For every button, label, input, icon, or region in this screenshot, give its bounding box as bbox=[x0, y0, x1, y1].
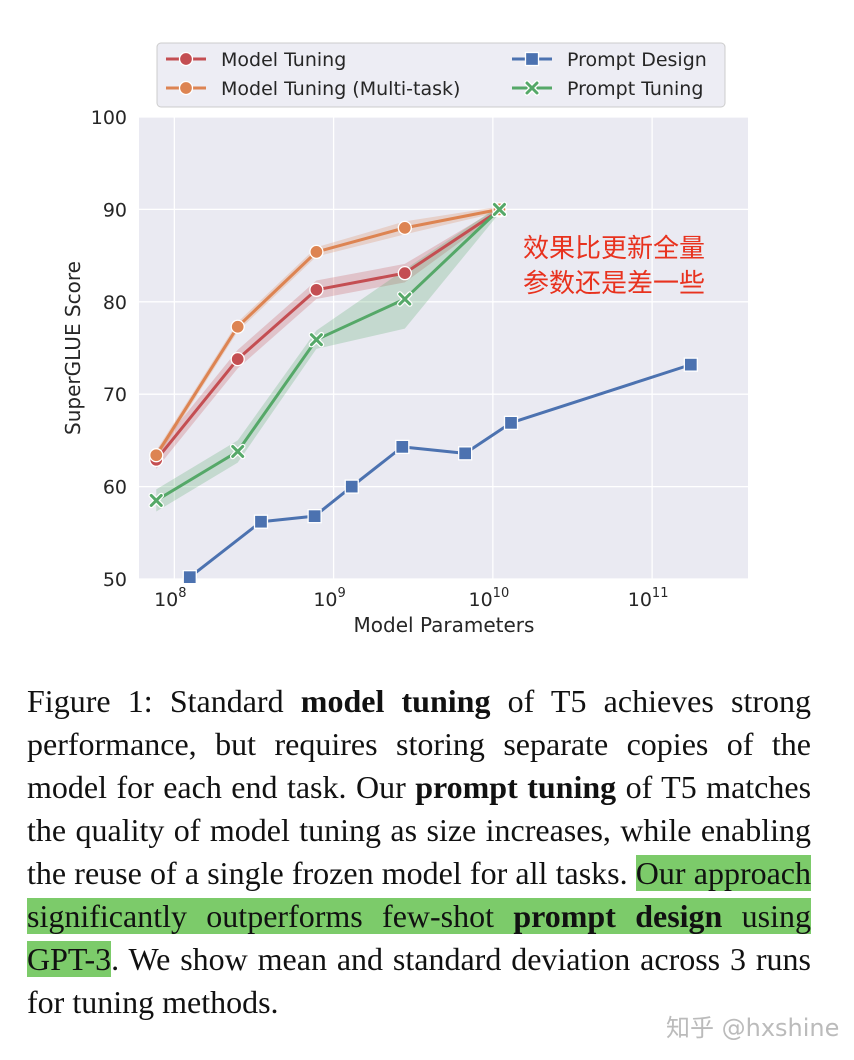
model-tuning-multi-task-point bbox=[309, 244, 324, 260]
model-tuning-band bbox=[156, 207, 500, 470]
grid bbox=[139, 116, 748, 580]
prompt-tuning-point bbox=[308, 331, 325, 348]
legend-marker-model-tuning-multi-task bbox=[178, 80, 194, 96]
legend-label-model-tuning-multi-task: Model Tuning (Multi-task) bbox=[221, 78, 460, 100]
model-tuning-point bbox=[230, 351, 245, 367]
y-tick-label: 80 bbox=[103, 292, 127, 314]
prompt-design-point bbox=[307, 509, 322, 524]
x-tick-exponent: 9 bbox=[338, 586, 346, 601]
x-tick-base: 10 bbox=[468, 589, 492, 611]
x-tick-label: 109 bbox=[313, 586, 345, 611]
x-axis-label: Model Parameters bbox=[354, 613, 535, 637]
prompt-design-point bbox=[344, 479, 359, 494]
y-tick-label: 60 bbox=[103, 477, 127, 499]
figure-caption: Figure 1: Standard model tuning of T5 ac… bbox=[27, 680, 811, 1024]
prompt-design-point bbox=[458, 446, 473, 461]
x-tick-base: 10 bbox=[154, 589, 178, 611]
legend-marker-model-tuning bbox=[178, 51, 194, 67]
prompt-tuning-point bbox=[397, 291, 413, 307]
prompt-tuning-point bbox=[229, 443, 246, 460]
prompt-tuning-point bbox=[491, 201, 508, 218]
caption-text: . We show mean and standard deviation ac… bbox=[27, 941, 811, 1020]
model-tuning-multi-task-point bbox=[397, 220, 412, 236]
prompt-design-line bbox=[188, 363, 692, 579]
model-tuning-multi-task-point bbox=[149, 448, 164, 463]
x-tick-label: 108 bbox=[154, 586, 186, 611]
y-tick-label: 90 bbox=[103, 199, 127, 221]
y-axis-label: SuperGLUE Score bbox=[61, 261, 85, 435]
caption-text: Figure 1: Standard bbox=[27, 683, 301, 719]
caption-text: of T5 matches the quality of model tunin… bbox=[27, 769, 812, 891]
legend-marker-prompt-tuning bbox=[524, 80, 540, 96]
error-bands bbox=[156, 205, 500, 512]
annotation: 效果比更新全量 参数还是差一些 bbox=[523, 234, 705, 299]
x-tick-base: 10 bbox=[313, 589, 337, 611]
x-tick-label: 1010 bbox=[468, 586, 509, 611]
caption-bold-model-tuning: model tuning bbox=[300, 683, 491, 719]
model-tuning-point bbox=[397, 266, 412, 281]
prompt-tuning-band bbox=[156, 205, 500, 512]
caption-highlight-text: using GPT-3 bbox=[27, 898, 811, 977]
caption-bold-prompt-design: prompt design bbox=[513, 898, 723, 934]
legend-label-prompt-design: Prompt Design bbox=[567, 49, 707, 71]
model-tuning-point bbox=[309, 282, 324, 297]
caption-bold-prompt-tuning: prompt tuning bbox=[415, 769, 617, 805]
prompt-design-point bbox=[683, 357, 698, 372]
y-tick-label: 100 bbox=[91, 107, 127, 129]
legend-label-prompt-tuning: Prompt Tuning bbox=[567, 78, 703, 100]
x-tick-exponent: 10 bbox=[493, 586, 510, 601]
prompt-design-point bbox=[182, 570, 197, 585]
legend: Model Tuning Model Tuning (Multi-task) Pro… bbox=[156, 42, 726, 108]
x-tick-exponent: 8 bbox=[178, 586, 186, 601]
annotation-line-1: 效果比更新全量 bbox=[523, 234, 705, 264]
prompt-design-point bbox=[395, 439, 410, 455]
annotation-line-2: 参数还是差一些 bbox=[523, 269, 705, 299]
x-tick-exponent: 11 bbox=[652, 586, 669, 601]
caption-highlight-text: Our approach significantly outperforms f… bbox=[27, 855, 811, 934]
series-markers bbox=[148, 201, 698, 585]
y-tick-label: 70 bbox=[103, 384, 127, 406]
x-tick-base: 10 bbox=[628, 589, 652, 611]
legend-marker-prompt-design bbox=[524, 51, 540, 67]
prompt-tuning-point bbox=[148, 492, 165, 509]
x-tick-label: 1011 bbox=[628, 586, 669, 611]
model-tuning-multi-task-point bbox=[230, 319, 245, 334]
legend-box bbox=[156, 42, 726, 108]
plot-background bbox=[139, 117, 748, 579]
prompt-design-point bbox=[503, 415, 519, 430]
caption-text: of T5 achieves strong performance, but r… bbox=[27, 683, 812, 805]
y-tick-label: 50 bbox=[103, 569, 127, 591]
prompt-design-point bbox=[253, 514, 269, 529]
legend-label-model-tuning: Model Tuning bbox=[221, 49, 346, 71]
watermark: 知乎 @hxshine bbox=[666, 1014, 840, 1042]
